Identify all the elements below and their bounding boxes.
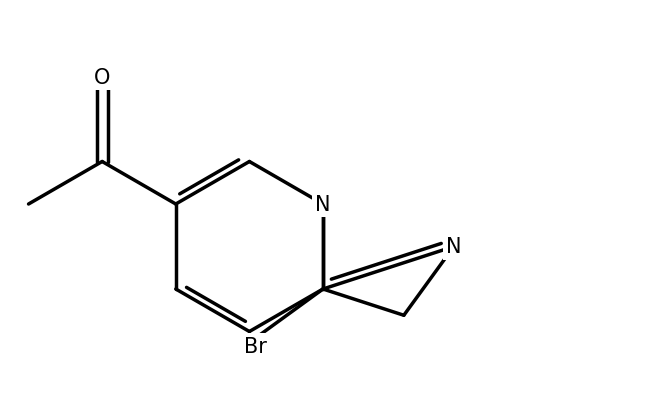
Text: N: N [446,237,461,257]
Text: O: O [94,67,110,87]
Text: Br: Br [244,337,267,357]
Text: N: N [315,195,331,214]
